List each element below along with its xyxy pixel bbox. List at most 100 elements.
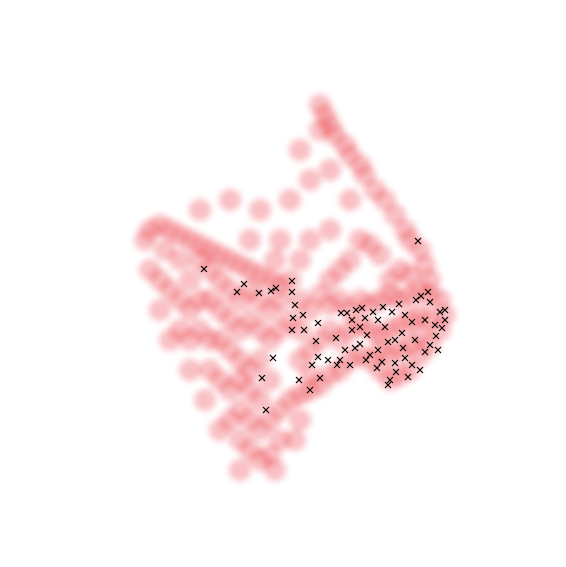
point-cloud bbox=[134, 94, 456, 481]
cross-marker bbox=[356, 340, 364, 348]
cross-marker bbox=[438, 324, 446, 332]
point bbox=[284, 429, 306, 451]
point bbox=[229, 459, 251, 481]
point bbox=[154, 239, 176, 261]
cross-marker bbox=[316, 374, 324, 382]
cross-marker bbox=[384, 338, 392, 346]
cross-marker bbox=[288, 288, 296, 296]
cross-marker bbox=[352, 306, 360, 314]
cross-marker bbox=[441, 316, 449, 324]
cross-marker bbox=[431, 321, 439, 329]
cross-marker bbox=[378, 358, 386, 366]
point bbox=[249, 199, 271, 221]
point bbox=[319, 269, 341, 291]
cross-marker bbox=[343, 309, 351, 317]
cross-marker bbox=[306, 386, 314, 394]
cross-marker bbox=[351, 344, 359, 352]
point bbox=[194, 389, 216, 411]
cross-marker bbox=[267, 287, 275, 295]
cross-marker bbox=[200, 265, 208, 273]
point bbox=[264, 249, 286, 271]
cross-marker bbox=[363, 331, 371, 339]
point bbox=[339, 189, 361, 211]
point bbox=[179, 359, 201, 381]
point bbox=[319, 159, 341, 181]
cross-marker bbox=[362, 356, 370, 364]
cross-marker bbox=[424, 288, 432, 296]
point bbox=[309, 119, 331, 141]
point bbox=[289, 409, 311, 431]
cross-marker bbox=[288, 326, 296, 334]
cross-marker bbox=[434, 346, 442, 354]
point bbox=[269, 229, 291, 251]
cross-marker bbox=[240, 280, 248, 288]
point bbox=[319, 219, 341, 241]
point bbox=[219, 189, 241, 211]
cross-marker bbox=[401, 311, 409, 319]
cross-marker bbox=[408, 361, 416, 369]
point bbox=[279, 389, 301, 411]
cross-marker bbox=[295, 376, 303, 384]
cross-marker bbox=[337, 309, 345, 317]
cross-marker bbox=[369, 308, 377, 316]
cross-marker bbox=[379, 303, 387, 311]
cross-marker bbox=[299, 311, 307, 319]
cross-marker bbox=[432, 332, 440, 340]
cross-marker bbox=[332, 334, 340, 342]
cross-marker bbox=[258, 374, 266, 382]
point bbox=[149, 299, 171, 321]
cross-marker bbox=[272, 284, 280, 292]
point bbox=[199, 359, 221, 381]
cross-marker bbox=[300, 326, 308, 334]
point bbox=[239, 229, 261, 251]
cross-marker bbox=[346, 361, 354, 369]
cross-marker bbox=[314, 319, 322, 327]
point bbox=[189, 249, 211, 271]
cross-marker bbox=[401, 354, 409, 362]
cross-marker bbox=[408, 318, 416, 326]
cross-marker bbox=[308, 361, 316, 369]
point bbox=[299, 229, 321, 251]
cross-marker bbox=[356, 323, 364, 331]
cross-marker bbox=[391, 359, 399, 367]
point bbox=[289, 249, 311, 271]
cross-marker bbox=[291, 301, 299, 309]
cross-marker bbox=[289, 314, 297, 322]
cross-marker bbox=[436, 308, 444, 316]
cross-marker bbox=[412, 296, 420, 304]
point bbox=[229, 429, 251, 451]
cross-marker bbox=[392, 368, 400, 376]
cross-marker bbox=[441, 306, 449, 314]
point bbox=[134, 229, 156, 251]
cross-marker bbox=[399, 344, 407, 352]
cross-marker bbox=[391, 336, 399, 344]
cross-marker bbox=[386, 376, 394, 384]
point bbox=[139, 259, 161, 281]
point bbox=[379, 269, 401, 291]
cross-marker bbox=[388, 308, 396, 316]
point bbox=[399, 264, 421, 286]
cross-marker bbox=[417, 292, 425, 300]
point bbox=[209, 419, 231, 441]
point bbox=[299, 364, 321, 386]
cross-marker bbox=[361, 314, 369, 322]
cross-marker bbox=[411, 336, 419, 344]
point bbox=[264, 459, 286, 481]
point bbox=[309, 94, 331, 116]
cross-marker bbox=[348, 316, 356, 324]
cross-marker bbox=[381, 323, 389, 331]
cross-marker bbox=[358, 304, 366, 312]
cross-marker bbox=[312, 337, 320, 345]
cross-marker bbox=[395, 300, 403, 308]
point bbox=[279, 189, 301, 211]
cross-marker bbox=[384, 381, 392, 389]
cross-marker bbox=[288, 277, 296, 285]
point bbox=[349, 229, 371, 251]
cross-marker bbox=[426, 298, 434, 306]
cross-marker bbox=[269, 354, 277, 362]
cross-marker bbox=[374, 316, 382, 324]
cross-markers bbox=[200, 237, 449, 414]
point bbox=[189, 199, 211, 221]
cross-marker bbox=[416, 366, 424, 374]
